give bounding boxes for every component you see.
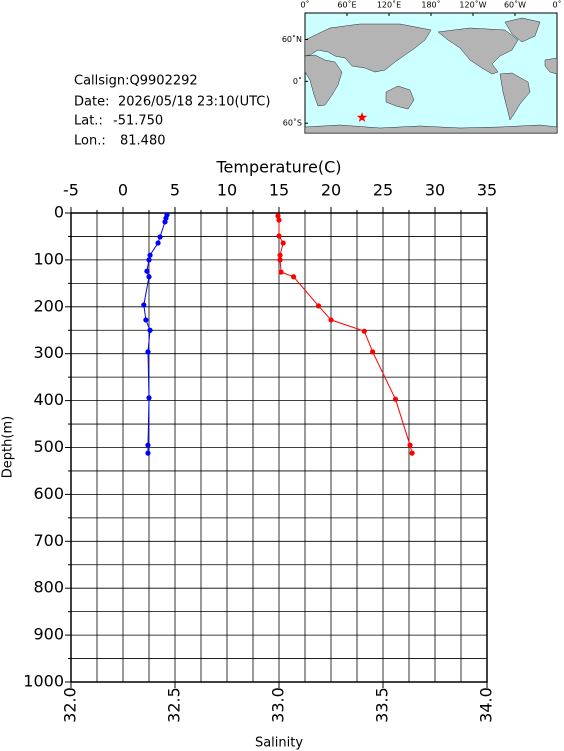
temperature-point (145, 349, 151, 355)
salinity-point (276, 233, 282, 239)
salinity-point (392, 396, 399, 402)
plot-frame (70, 212, 488, 683)
bottom-tick-label: 32.0 (61, 687, 80, 723)
y-tick-label: 100 (33, 249, 64, 268)
lon-label: Lon.: (74, 134, 106, 149)
temperature-line (143, 214, 168, 454)
top-tick-label: 5 (170, 181, 180, 200)
bottom-tick-label: 33.0 (269, 687, 288, 723)
top-tick-label: 0 (118, 181, 128, 200)
temperature-point (147, 252, 153, 258)
top-axis-title: Temperature(C) (215, 158, 341, 177)
map-x-tick-label: 60˚E (337, 0, 356, 10)
y-tick-label: 600 (33, 484, 64, 503)
y-tick-label: 400 (33, 390, 64, 409)
top-tick-label: 30 (425, 181, 445, 200)
y-tick-label: 500 (33, 437, 64, 456)
salinity-point (277, 252, 283, 258)
lat-label: Lat.: (74, 114, 103, 129)
date: 2026/05/18 23:10(UTC) (118, 95, 270, 110)
map-x-tick-label: 0˚ (552, 0, 561, 10)
top-tick-label: 15 (269, 181, 289, 200)
bottom-axis-title: Salinity (255, 736, 303, 751)
land (504, 17, 541, 43)
salinity-point (328, 317, 334, 323)
land (385, 85, 415, 110)
land (304, 23, 432, 73)
temperature-point (143, 317, 149, 323)
top-tick-label: -5 (63, 181, 79, 200)
date-label: Date: (74, 95, 109, 110)
y-tick-label: 700 (33, 531, 64, 550)
salinity-point (280, 240, 286, 246)
salinity-point (407, 442, 413, 448)
temperature-point (147, 327, 153, 333)
y-tick-label: 200 (33, 296, 64, 315)
land (304, 54, 343, 107)
map-y-tick-label: 60˚N (282, 34, 302, 44)
top-tick-label: 20 (321, 181, 341, 200)
temperature-point (146, 274, 152, 280)
temperature-point (155, 240, 161, 246)
temperature-point (157, 234, 163, 240)
map-x-tick-label: 120˚W (459, 0, 486, 10)
land (304, 124, 558, 134)
map-x-tick-label: 180˚ (421, 0, 440, 10)
y-tick-label: 800 (33, 578, 64, 597)
y-tick-label: 0 (54, 203, 64, 222)
land (437, 27, 519, 75)
bottom-tick-label: 32.5 (165, 687, 184, 723)
y-tick-label: 1000 (23, 672, 64, 691)
top-tick-label: 35 (477, 181, 497, 200)
salinity-point (361, 328, 367, 334)
temperature-point (146, 257, 152, 263)
salinity-line (277, 215, 413, 454)
map-x-tick-label: 120˚E (377, 0, 401, 10)
bottom-tick-label: 34.0 (477, 687, 496, 723)
land (544, 57, 558, 75)
callsign: Callsign:Q9902292 (74, 74, 198, 89)
salinity-point (409, 450, 415, 456)
temperature-point (146, 395, 152, 401)
y-tick-label: 900 (33, 625, 64, 644)
map-x-tick-label: 0˚ (300, 0, 309, 10)
map-x-tick-label: 60˚W (504, 0, 526, 10)
temperature-point (162, 219, 168, 225)
salinity-point (277, 257, 283, 263)
map (304, 12, 558, 134)
y-tick-label: 300 (33, 343, 64, 362)
salinity-point (315, 303, 322, 309)
salinity-point (278, 269, 284, 275)
map-y-tick-label: 60˚S (283, 118, 302, 128)
temperature-point (141, 302, 147, 308)
map-y-tick-label: 0˚ (293, 76, 302, 86)
salinity-point (290, 274, 297, 280)
salinity-point (275, 213, 281, 219)
top-tick-label: 25 (373, 181, 393, 200)
salinity-point (276, 217, 282, 223)
y-axis-title: Depth(m) (1, 416, 16, 478)
temperature-point (145, 450, 151, 456)
temperature-point (145, 442, 151, 448)
location-marker (356, 112, 368, 122)
temperature-point (144, 268, 150, 274)
bottom-tick-label: 33.5 (373, 687, 392, 723)
lat: -51.750 (113, 114, 163, 129)
salinity-point (370, 349, 376, 355)
lon: 81.480 (120, 134, 166, 149)
land (499, 72, 531, 121)
top-tick-label: 10 (217, 181, 237, 200)
